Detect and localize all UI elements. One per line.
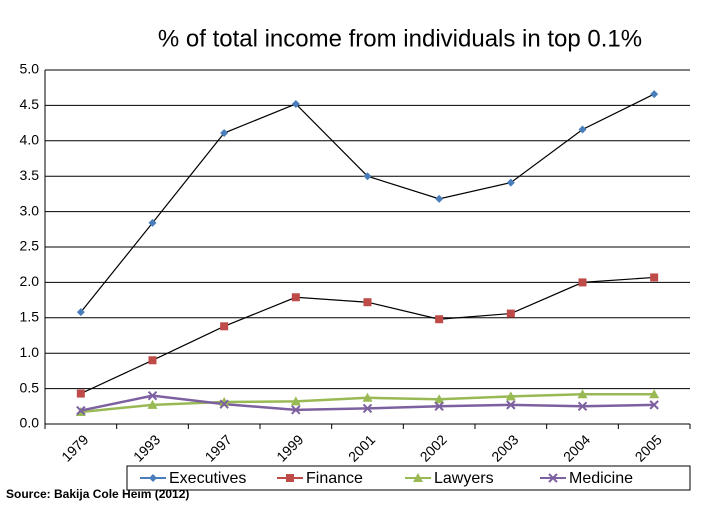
data-point — [578, 278, 587, 287]
data-point — [219, 397, 230, 407]
data-point — [220, 322, 229, 331]
y-tick-label: 3.5 — [20, 167, 40, 183]
data-point — [649, 400, 659, 410]
data-point — [434, 401, 444, 412]
data-point — [506, 178, 515, 187]
x-tick-label: 2005 — [632, 431, 665, 464]
data-point — [506, 400, 516, 410]
series-line — [80, 276, 655, 395]
y-tick-label: 1.5 — [20, 309, 40, 325]
data-point — [434, 394, 445, 404]
data-point — [362, 392, 373, 402]
data-point — [435, 315, 444, 324]
y-tick-label: 1.0 — [20, 344, 40, 360]
x-tick-label: 2002 — [417, 431, 450, 464]
data-point — [148, 218, 157, 227]
data-point — [577, 401, 588, 412]
data-point — [577, 389, 588, 399]
y-tick-label: 5.0 — [20, 61, 40, 77]
data-point — [147, 399, 158, 409]
legend-label: Finance — [306, 470, 363, 487]
data-point — [578, 125, 587, 134]
source-note: Source: Bakija Cole Heim (2012) — [6, 487, 189, 501]
legend-marker — [413, 473, 423, 482]
data-point — [290, 396, 301, 406]
legend-label: Lawyers — [434, 470, 494, 487]
data-point — [363, 172, 372, 181]
series-line — [80, 93, 655, 313]
y-tick-label: 4.5 — [20, 96, 40, 112]
x-tick-label: 2004 — [560, 431, 593, 464]
data-point — [505, 391, 516, 401]
data-point — [649, 389, 660, 399]
data-point — [219, 399, 229, 409]
data-point — [76, 405, 86, 416]
x-tick-label: 1997 — [202, 431, 235, 464]
data-point — [435, 194, 444, 203]
y-tick-label: 0.0 — [20, 415, 40, 431]
legend-label: Medicine — [569, 470, 633, 487]
data-point — [291, 99, 300, 108]
data-point — [362, 403, 373, 414]
x-tick-label: 1979 — [58, 431, 91, 464]
x-tick-label: 1993 — [130, 431, 163, 464]
x-tick-label: 2001 — [345, 431, 378, 464]
data-point — [650, 273, 659, 282]
y-tick-label: 3.0 — [20, 202, 40, 218]
data-point — [76, 308, 85, 317]
data-point — [506, 309, 515, 318]
data-point — [148, 356, 157, 365]
data-point — [291, 293, 300, 302]
data-point — [147, 390, 158, 401]
y-tick-label: 4.0 — [20, 132, 40, 148]
legend-label: Executives — [169, 470, 246, 487]
data-point — [363, 298, 372, 307]
y-tick-label: 2.0 — [20, 273, 40, 289]
legend-marker — [548, 473, 558, 483]
chart-title: % of total income from individuals in to… — [158, 25, 642, 52]
data-point — [220, 129, 229, 138]
legend-marker — [286, 474, 294, 482]
x-tick-label: 1999 — [273, 431, 306, 464]
data-point — [291, 405, 301, 415]
data-point — [650, 90, 659, 99]
data-point — [76, 389, 85, 398]
y-tick-label: 2.5 — [20, 238, 40, 254]
legend-marker — [149, 474, 157, 482]
y-tick-label: 0.5 — [20, 379, 40, 395]
x-tick-label: 2003 — [488, 431, 521, 464]
